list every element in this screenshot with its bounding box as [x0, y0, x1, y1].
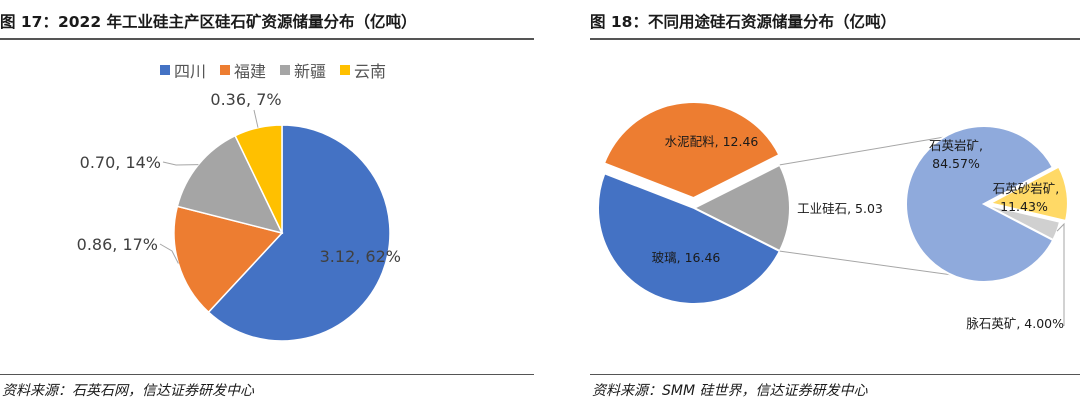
right-pie-of-pie-chart: 水泥配料, 12.46 玻璃, 16.46 工业硅石, 5.03 石英岩矿, 84.57… [597, 101, 1069, 331]
slice-label-2: 0.70, 14% [80, 153, 161, 172]
legend-swatch [160, 65, 170, 75]
left-figure-title: 图 17：2022 年工业硅主产区硅石矿资源储量分布（亿吨） [0, 13, 417, 31]
secondary-pie-slice-1 [987, 165, 1069, 223]
main-pie-slice-0 [602, 101, 781, 200]
legend-item-3: 云南 [340, 58, 386, 82]
legend-swatch [340, 65, 351, 75]
leader-line-vein-quartz [1056, 222, 1065, 326]
legend-label: 云南 [354, 62, 387, 81]
main-label-0: 水泥配料, 12.46 [665, 134, 759, 149]
pie-slice-0 [207, 124, 391, 342]
secondary-label-1-name: 石英砂岩矿, [993, 181, 1059, 196]
leader-line-3 [253, 109, 259, 128]
secondary-label-0-name: 石英岩矿, [929, 138, 983, 153]
legend-item-2: 新疆 [280, 58, 326, 82]
slice-label-0: 3.12, 62% [320, 247, 401, 266]
leader-line-2 [162, 161, 199, 166]
left-title-rule [0, 38, 534, 40]
right-source-note: 资料来源：SMM 硅世界，信达证券研发中心 [592, 383, 868, 399]
legend-swatch [220, 65, 231, 75]
connector-line-bottom [779, 250, 975, 279]
pie-slice-1 [173, 205, 284, 314]
secondary-label-2: 脉石英矿, 4.00% [966, 316, 1064, 331]
main-label-1: 玻璃, 16.46 [652, 250, 721, 265]
right-figure-panel: 图 18：不同用途硅石资源储量分布（亿吨） 水泥配料, 12.46 玻璃, 16.… [590, 0, 1080, 408]
secondary-pie-slice-0 [905, 125, 1055, 283]
left-pie-chart: 3.12, 62% 0.86, 17% 0.70, 14% 0.36, 7% [77, 90, 401, 342]
leader-line-1 [159, 243, 179, 264]
legend-label: 新疆 [294, 62, 327, 81]
pie-slice-3 [234, 124, 283, 234]
left-figure-panel: 图 17：2022 年工业硅主产区硅石矿资源储量分布（亿吨） 四川 福建 新疆 云南 … [0, 0, 534, 408]
right-figure-title: 图 18：不同用途硅石资源储量分布（亿吨） [590, 13, 896, 31]
main-pie-slice-2 [691, 163, 791, 253]
right-title-rule [590, 38, 1080, 40]
left-source-note: 资料来源：石英石网，信达证券研发中心 [2, 383, 254, 399]
main-label-2: 工业硅石, 5.03 [797, 201, 883, 216]
secondary-label-1-value: 11.43% [1000, 199, 1048, 214]
legend-swatch [280, 65, 291, 75]
main-pie-slice-1 [597, 171, 782, 306]
legend-label: 四川 [174, 62, 207, 81]
pie-slice-2 [176, 134, 284, 235]
right-bottom-rule [590, 374, 1080, 375]
left-bottom-rule [0, 374, 534, 375]
legend-item-1: 福建 [220, 58, 266, 82]
legend-label: 福建 [234, 62, 267, 81]
secondary-label-0-value: 84.57% [932, 156, 980, 171]
left-chart-legend: 四川 福建 新疆 云南 [160, 58, 386, 82]
slice-label-1: 0.86, 17% [77, 235, 158, 254]
legend-item-0: 四川 [160, 58, 206, 82]
slice-label-3: 0.36, 7% [210, 90, 281, 109]
